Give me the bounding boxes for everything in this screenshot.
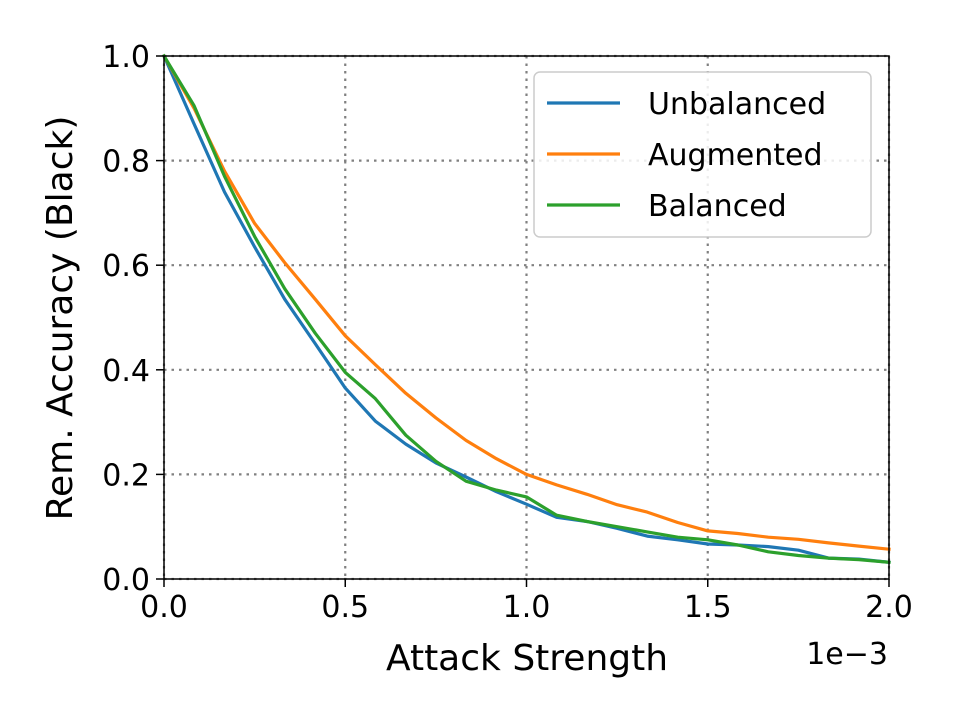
legend-label-balanced: Balanced [648, 189, 787, 224]
x-tick-label: 1.0 [503, 590, 551, 625]
y-tick-label: 0.6 [102, 249, 150, 284]
x-tick-label: 1.5 [684, 590, 732, 625]
legend-label-unbalanced: Unbalanced [648, 87, 826, 122]
x-tick-label: 0.0 [140, 590, 188, 625]
series-layer [161, 53, 891, 565]
series-line-balanced [161, 53, 891, 565]
legend-frame [533, 71, 872, 238]
y-tick-label: 0.2 [102, 458, 150, 493]
ticks [156, 55, 890, 587]
tick-labels: 0.0 0.5 1.0 1.5 2.0 0.0 0.2 0.4 0.6 0.8 1.0 [102, 40, 913, 625]
x-axis-label: Attack Strength [386, 638, 668, 679]
legend-label-augmented: Augmented [648, 138, 823, 173]
y-axis-label: Rem. Accuracy (Black) [40, 116, 81, 521]
x-offset-label: 1e−3 [806, 637, 888, 672]
series-line-augmented [161, 53, 891, 551]
y-tick-label: 0.8 [102, 145, 150, 180]
x-tick-label: 0.5 [321, 590, 369, 625]
y-tick-label: 1.0 [102, 40, 150, 75]
y-tick-label: 0.0 [102, 563, 150, 598]
legend: Unbalanced Augmented Balanced [533, 71, 872, 238]
x-tick-label: 2.0 [865, 590, 913, 625]
series-line-unbalanced [161, 53, 891, 565]
y-tick-label: 0.4 [102, 354, 150, 389]
